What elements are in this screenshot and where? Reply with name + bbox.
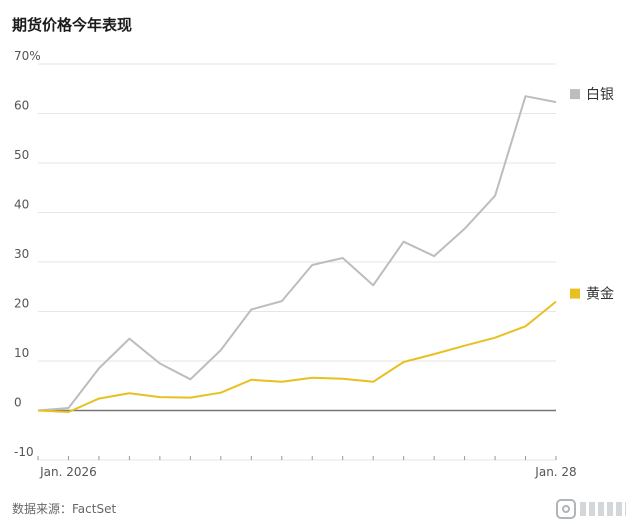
legend-swatch <box>570 288 580 299</box>
data-source: 数据来源：FactSet <box>12 502 117 516</box>
y-tick-label: 30 <box>14 247 29 261</box>
y-tick-label: 10 <box>14 346 29 360</box>
series-line <box>37 95 557 412</box>
y-tick-label: 20 <box>14 297 29 311</box>
x-tick-label: Jan. 2026 <box>39 465 97 479</box>
legend-swatch <box>570 89 580 100</box>
logo-icon <box>556 499 576 519</box>
logo-wordmark <box>580 502 626 516</box>
series-line <box>37 300 557 413</box>
y-tick-label: 0 <box>14 396 22 410</box>
x-tick-label: Jan. 28 <box>534 465 576 479</box>
chart-title: 期货价格今年表现 <box>12 16 133 34</box>
y-tick-label: -10 <box>14 445 34 459</box>
y-tick-label: 40 <box>14 198 29 212</box>
legend-label: 黄金 <box>586 286 614 303</box>
legend-label: 白银 <box>586 87 614 103</box>
y-tick-label: 70% <box>14 49 41 63</box>
y-tick-label: 60 <box>14 99 29 113</box>
watermark-logo <box>556 497 630 521</box>
y-tick-label: 50 <box>14 148 29 162</box>
